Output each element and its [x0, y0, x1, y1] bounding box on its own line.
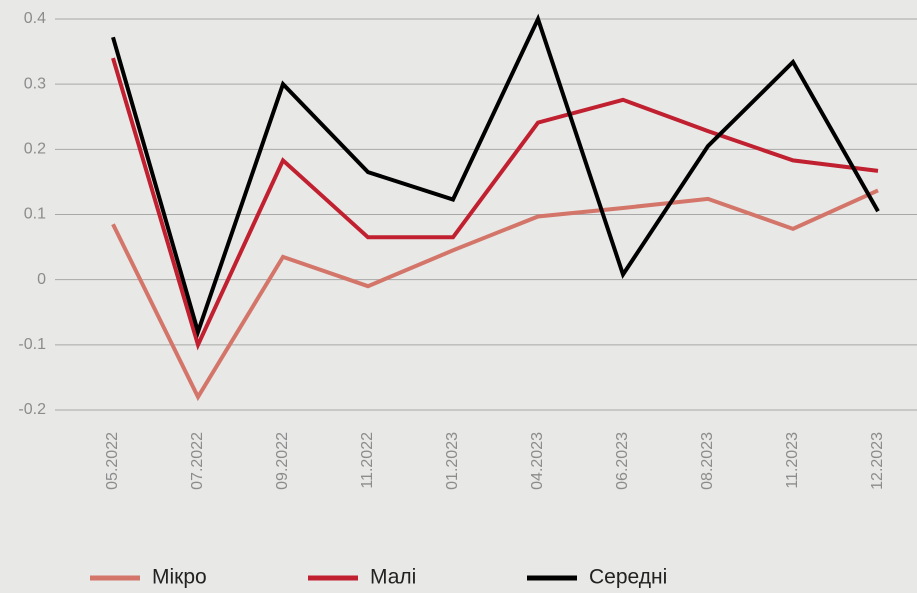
legend-label: Малі: [370, 566, 416, 589]
y-tick-label: 0: [37, 271, 46, 288]
x-tick-label: 07.2022: [189, 432, 206, 490]
x-tick-label: 09.2022: [274, 432, 291, 490]
y-tick-label: -0.2: [18, 401, 46, 418]
x-tick-label: 04.2023: [529, 432, 546, 490]
y-tick-label: 0.4: [24, 10, 46, 27]
y-tick-label: 0.1: [24, 206, 46, 223]
x-tick-label: 08.2023: [699, 432, 716, 490]
x-tick-label: 01.2023: [444, 432, 461, 490]
x-tick-label: 06.2023: [614, 432, 631, 490]
series-line: [111, 13, 880, 339]
legend-label: Мікро: [152, 566, 207, 589]
legend-label: Середні: [589, 566, 667, 589]
y-tick-label: -0.1: [18, 336, 46, 353]
x-tick-label: 05.2022: [104, 432, 121, 490]
x-tick-label: 11.2022: [359, 432, 376, 489]
series-line: [111, 188, 879, 402]
y-tick-label: 0.2: [24, 141, 46, 158]
x-tick-label: 11.2023: [784, 432, 801, 489]
x-tick-label: 12.2023: [869, 432, 886, 490]
y-tick-label: 0.3: [24, 75, 46, 92]
series-line: [111, 57, 879, 351]
